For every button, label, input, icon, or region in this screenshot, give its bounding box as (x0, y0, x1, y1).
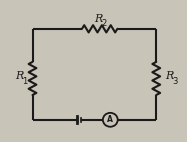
Text: R: R (94, 13, 102, 24)
Text: R: R (15, 71, 23, 81)
Text: 3: 3 (172, 77, 177, 86)
Text: R: R (165, 71, 173, 81)
Text: 2: 2 (101, 19, 106, 28)
Text: A: A (107, 115, 113, 124)
Text: 1: 1 (22, 77, 28, 86)
